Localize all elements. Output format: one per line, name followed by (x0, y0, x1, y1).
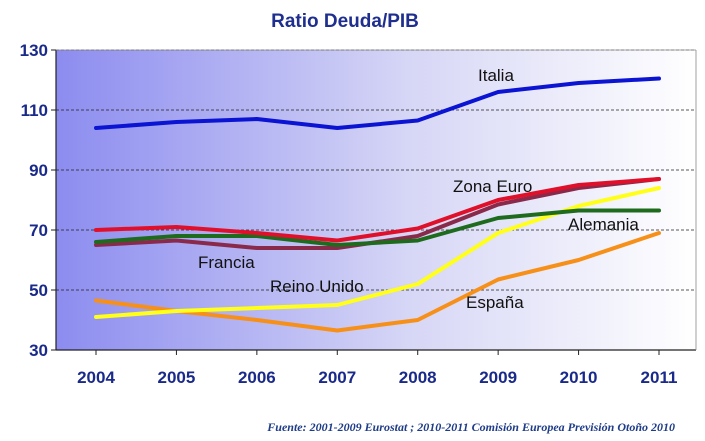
y-tick-label: 130 (20, 41, 48, 60)
series-line-alemania (94, 208, 661, 247)
series-label-alemania: Alemania (568, 215, 639, 234)
series-lines (94, 76, 661, 333)
x-tick-label: 2006 (238, 368, 276, 387)
series-label-espana: España (466, 293, 524, 312)
x-tick-label: 2011 (641, 368, 678, 387)
series-line-zona-euro (94, 177, 661, 243)
series-labels: Italia Zona Euro Alemania Francia Reino Unid… (198, 66, 639, 312)
x-tick-label: 2007 (318, 368, 356, 387)
series-line-italia (94, 76, 661, 130)
x-tick-label: 2009 (479, 368, 517, 387)
y-tick-label: 50 (29, 281, 48, 300)
y-tick-label: 30 (29, 341, 48, 360)
x-tick-label: 2008 (399, 368, 437, 387)
x-tick-label: 2005 (158, 368, 196, 387)
source-note: Fuente: 2001-2009 Eurostat ; 2010-2011 C… (267, 420, 675, 434)
series-label-zona-euro: Zona Euro (453, 177, 532, 196)
chart-title: Ratio Deuda/PIB (271, 11, 419, 32)
axes: 30 50 70 90 110 130 2004 2005 2006 2007 2008 2009 20… (20, 41, 697, 387)
series-label-francia: Francia (198, 253, 255, 272)
y-tick-label: 70 (29, 221, 48, 240)
series-label-reino-unido: Reino Unido (270, 277, 364, 296)
plot-area (56, 50, 696, 350)
x-tick-label: 2004 (77, 368, 115, 387)
y-tick-label: 90 (29, 161, 48, 180)
y-tick-label: 110 (21, 101, 48, 120)
series-label-italia: Italia (478, 66, 514, 85)
x-tick-label: 2010 (560, 368, 598, 387)
